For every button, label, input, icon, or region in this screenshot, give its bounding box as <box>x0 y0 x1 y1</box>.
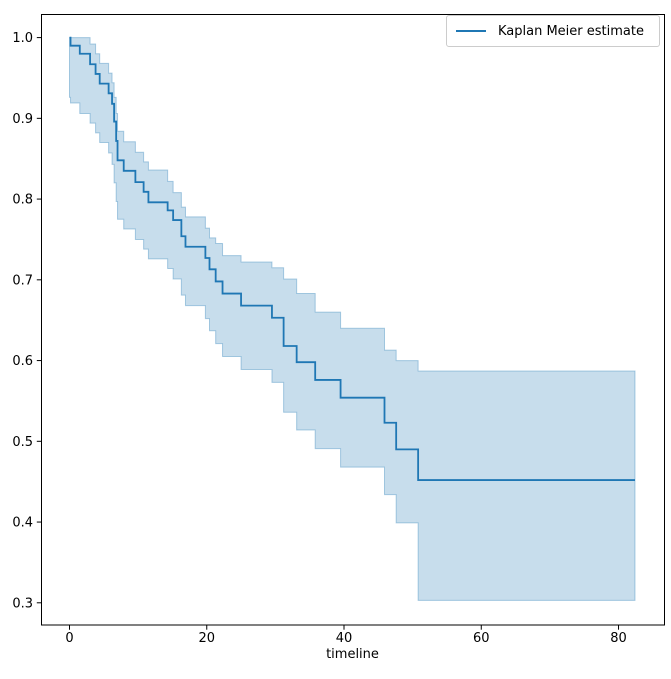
km-estimate-line <box>69 36 635 481</box>
x-tick-label: 0 <box>65 631 73 646</box>
y-tick-label: 0.7 <box>12 273 33 288</box>
y-tick-label: 0.9 <box>12 112 33 127</box>
x-tick-label: 40 <box>336 631 353 646</box>
y-tick-label: 0.8 <box>12 193 33 208</box>
legend-line-swatch <box>456 30 486 32</box>
axes-spines <box>41 14 665 626</box>
legend-label: Kaplan Meier estimate <box>498 23 644 39</box>
y-tick-label: 0.4 <box>12 516 33 531</box>
confidence-band <box>69 37 636 601</box>
y-tick-label: 0.3 <box>12 596 33 611</box>
x-tick-label: 80 <box>610 631 627 646</box>
y-tick-label: 0.6 <box>12 354 33 369</box>
x-tick-label: 20 <box>198 631 215 646</box>
y-tick-label: 1.0 <box>12 31 33 46</box>
x-tick-label: 60 <box>473 631 490 646</box>
x-axis-label: timeline <box>326 647 379 662</box>
legend: Kaplan Meier estimate <box>446 15 660 47</box>
y-tick-label: 0.5 <box>12 435 33 450</box>
